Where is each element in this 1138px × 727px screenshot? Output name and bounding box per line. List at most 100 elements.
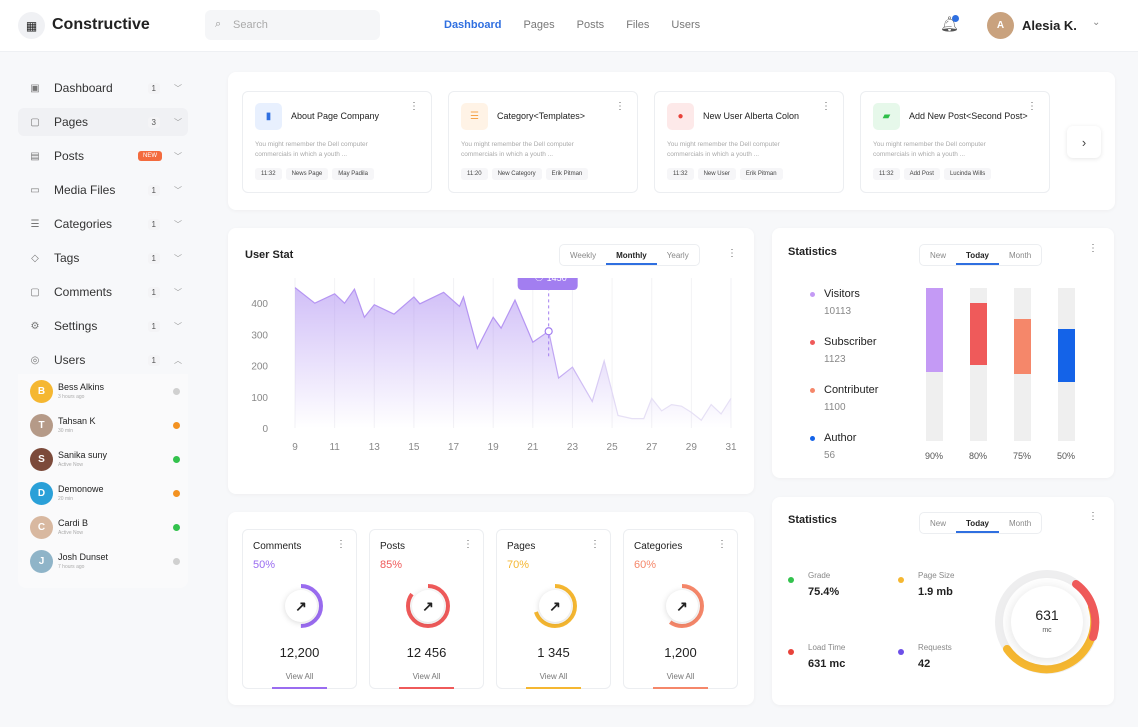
tab-today[interactable]: Today [956, 245, 999, 265]
tab-new[interactable]: New [930, 519, 947, 528]
user-list-item[interactable]: B Bess Alkins 3 hours ago [30, 380, 180, 406]
chevron-down-icon[interactable]: ﹀ [174, 253, 182, 263]
activity-card[interactable]: ▮ About Page Company ⋮ You might remember t… [242, 91, 432, 193]
user-name: Cardi B [58, 518, 89, 528]
users-icon: ◎ [30, 354, 40, 366]
sidebar-item-comments[interactable]: ▢ Comments 1 ﹀ [18, 278, 188, 306]
more-icon[interactable]: ⋮ [590, 539, 600, 550]
chevron-down-icon[interactable]: ﹀ [174, 117, 182, 127]
metric-value: 75.4% [808, 586, 840, 598]
period-tabs: New Today Month [919, 244, 1043, 266]
nav-pages[interactable]: Pages [523, 19, 555, 31]
more-icon[interactable]: ⋮ [1088, 243, 1098, 254]
sidebar-item-users[interactable]: ◎ Users 1 ︿ [18, 346, 188, 374]
more-icon[interactable]: ⋮ [409, 101, 419, 112]
tab-weekly[interactable]: Weekly [570, 251, 597, 260]
nav-posts[interactable]: Posts [576, 19, 605, 31]
nav-files[interactable]: Files [626, 19, 650, 31]
statistics-card: Statistics New Today Month ⋮ Visitors 101… [772, 228, 1114, 478]
more-icon[interactable]: ⋮ [821, 101, 831, 112]
legend-dot [810, 292, 815, 297]
chevron-down-icon[interactable]: ﹀ [174, 151, 182, 161]
summary-percent: 70% [507, 559, 530, 571]
view-all-link[interactable]: View All [666, 672, 695, 681]
more-icon[interactable]: ⋮ [463, 539, 473, 550]
chevron-up-icon[interactable]: ︿ [174, 355, 182, 365]
x-tick-label: 17 [448, 442, 460, 453]
statistics-card-2: Statistics New Today Month ⋮ 631 mc Grad… [772, 497, 1114, 705]
chevron-down-icon[interactable]: ﹀ [174, 185, 182, 195]
activity-type-icon: ● [667, 103, 694, 130]
chevron-down-icon[interactable]: ⌄ [1092, 17, 1101, 28]
sidebar: ▣ Dashboard 1 ﹀ ▢ Pages 3 ﹀ ▤ Posts NEW ﹀ ▭ Media Fil… [18, 70, 188, 590]
activity-card[interactable]: ▰ Add New Post<Second Post> ⋮ You might rem… [860, 91, 1050, 193]
user-list-item[interactable]: D Demonowe 20 min [30, 482, 180, 508]
user-list-item[interactable]: C Cardi B Active Now [30, 516, 180, 542]
more-icon[interactable]: ⋮ [336, 539, 346, 550]
user-list-item[interactable]: J Josh Dunset 7 hours ago [30, 550, 180, 576]
users-list: B Bess Alkins 3 hours ago T Tahsan K 30 min S S… [18, 374, 188, 588]
search-input[interactable]: ⌕ Search [205, 10, 380, 40]
tab-month[interactable]: Month [1008, 519, 1032, 528]
legend-dot [810, 340, 815, 345]
more-icon[interactable]: ⋮ [615, 101, 625, 112]
arrow-up-right-icon: ↗ [676, 597, 688, 614]
status-dot [173, 558, 180, 565]
nav-users[interactable]: Users [671, 19, 701, 31]
nav-dashboard[interactable]: Dashboard [444, 19, 502, 31]
more-icon[interactable]: ⋮ [727, 248, 737, 259]
sidebar-item-settings[interactable]: ⚙ Settings 1 ﹀ [18, 312, 188, 340]
legend-label: Subscriber [824, 336, 877, 348]
tab-today[interactable]: Today [956, 513, 999, 533]
metric-label: Requests [918, 643, 952, 652]
activity-title: About Page Company [291, 111, 380, 121]
accent-underline [272, 687, 327, 689]
more-icon[interactable]: ⋮ [717, 539, 727, 550]
sidebar-item-posts[interactable]: ▤ Posts NEW ﹀ [18, 142, 188, 170]
summary-card-categories: Categories 60% ⋮ ↗ 1,200 View All [623, 529, 738, 689]
user-name: Tahsan K [58, 416, 96, 426]
tab-month[interactable]: Month [1008, 251, 1032, 260]
avatar: T [30, 414, 53, 437]
user-name[interactable]: Alesia K. [1022, 18, 1077, 33]
activity-card[interactable]: ☰ Category<Templates> ⋮ You might remember … [448, 91, 638, 193]
user-last-seen: 20 min [58, 496, 74, 502]
tab-monthly[interactable]: Monthly [606, 245, 657, 265]
sidebar-item-dashboard[interactable]: ▣ Dashboard 1 ﹀ [18, 74, 188, 102]
view-all-link[interactable]: View All [412, 672, 441, 681]
chevron-down-icon[interactable]: ﹀ [174, 321, 182, 331]
tab-new[interactable]: New [930, 251, 947, 260]
more-icon[interactable]: ⋮ [1088, 511, 1098, 522]
legend-label: Author [824, 432, 857, 444]
user-last-seen: Active Now [58, 462, 84, 468]
sidebar-item-pages[interactable]: ▢ Pages 3 ﹀ [18, 108, 188, 136]
sidebar-item-categories[interactable]: ☰ Categories 1 ﹀ [18, 210, 188, 238]
next-arrow-button[interactable]: › [1067, 126, 1101, 158]
chevron-down-icon[interactable]: ﹀ [174, 83, 182, 93]
apps-grid-icon[interactable]: ▦ [18, 12, 45, 39]
user-stat-chart: 9 11 13 15 17 19 21 23 25 27 29 31 500 400 300 200 100 0 ⚇… [251, 278, 737, 453]
metric-dot [788, 649, 794, 655]
more-icon[interactable]: ⋮ [1027, 101, 1037, 112]
accent-underline [526, 687, 581, 689]
summary-percent: 85% [380, 559, 403, 571]
legend-label: Visitors [824, 288, 860, 300]
chevron-down-icon[interactable]: ﹀ [174, 219, 182, 229]
summary-card-pages: Pages 70% ⋮ ↗ 1 345 View All [496, 529, 611, 689]
view-all-link[interactable]: View All [539, 672, 568, 681]
sidebar-item-tags[interactable]: ◇ Tags 1 ﹀ [18, 244, 188, 272]
user-list-item[interactable]: T Tahsan K 30 min [30, 414, 180, 440]
search-icon: ⌕ [215, 18, 222, 30]
user-icon: ⚇ [535, 278, 544, 284]
user-list-item[interactable]: S Sanika suny Active Now [30, 448, 180, 474]
avatar[interactable]: A [987, 12, 1014, 39]
x-tick-label: 31 [725, 442, 737, 453]
count-badge: 1 [147, 184, 160, 196]
sidebar-item-media-files[interactable]: ▭ Media Files 1 ﹀ [18, 176, 188, 204]
view-all-link[interactable]: View All [285, 672, 314, 681]
chevron-down-icon[interactable]: ﹀ [174, 287, 182, 297]
legend-value: 1123 [824, 354, 846, 365]
activity-tags: 11:20 New Category Erik Pitman [461, 168, 589, 180]
activity-card[interactable]: ● New User Alberta Colon ⋮ You might rememb… [654, 91, 844, 193]
tab-yearly[interactable]: Yearly [666, 251, 689, 260]
